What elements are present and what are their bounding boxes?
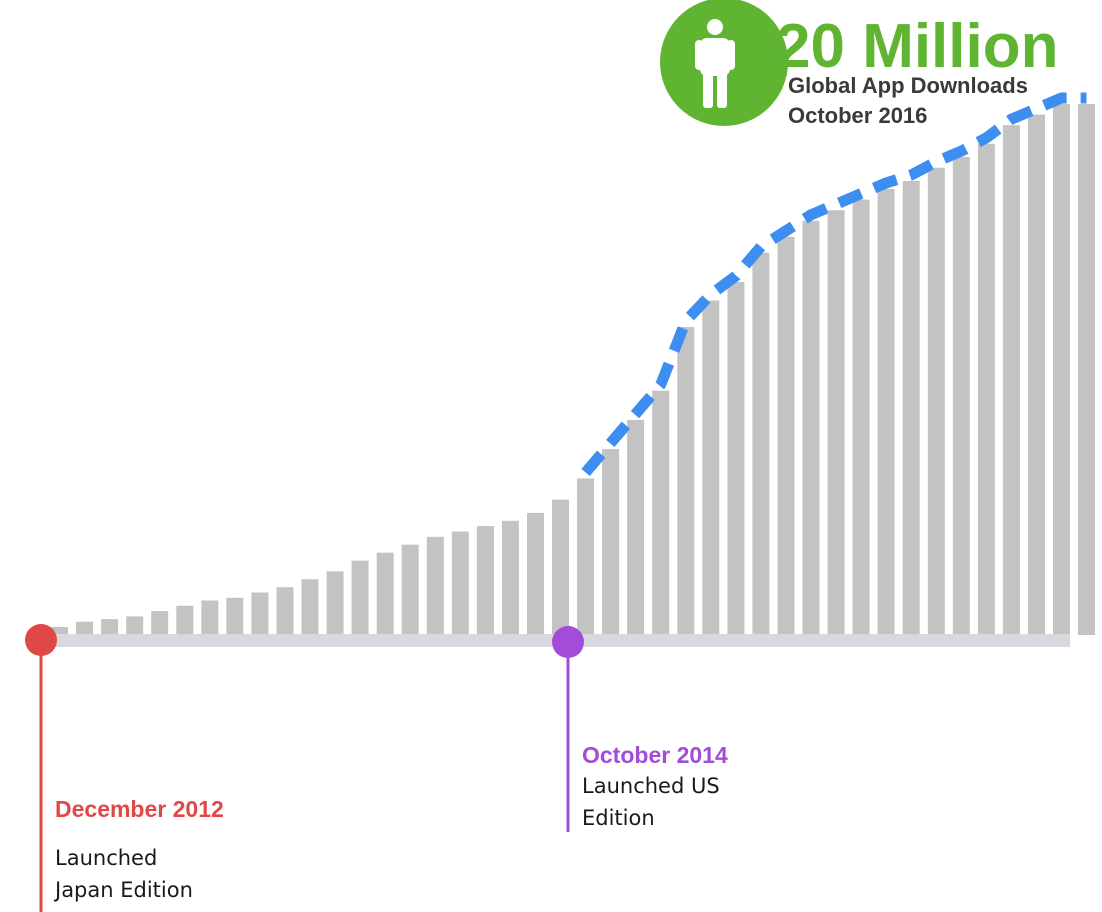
bar-24 — [627, 419, 645, 635]
milestone-desc-2: Launched US Edition — [582, 770, 720, 834]
bar-37 — [952, 157, 970, 635]
milestone-desc-1-line2: Japan Edition — [55, 878, 193, 902]
bar-14 — [376, 552, 394, 635]
bar-32 — [827, 210, 845, 635]
milestone-desc-2-line2: Edition — [582, 806, 655, 830]
bar-40 — [1028, 114, 1045, 636]
milestone-marker-december-2012 — [25, 624, 57, 656]
bar-30 — [777, 236, 795, 636]
bar-16 — [426, 536, 444, 635]
bar-12 — [326, 571, 344, 635]
bar-41 — [1053, 104, 1070, 635]
bar-2 — [76, 621, 93, 635]
bar-13 — [351, 560, 369, 635]
bar-1 — [51, 627, 68, 635]
bar-23 — [602, 449, 620, 635]
bar-25 — [652, 390, 670, 635]
milestone-desc-1-line1: Launched — [55, 846, 158, 870]
bar-34 — [877, 189, 895, 635]
bar-15 — [401, 544, 419, 635]
headline-badge — [660, 0, 788, 126]
bar-38 — [977, 143, 995, 636]
bar-29 — [752, 252, 770, 635]
bar-8 — [226, 597, 244, 635]
person-icon — [695, 19, 735, 108]
bar-11 — [301, 579, 319, 635]
bar-4 — [126, 616, 144, 635]
bar-19 — [501, 520, 519, 635]
bar-18 — [476, 526, 494, 635]
headline-date: October 2016 — [788, 103, 928, 128]
bar-5 — [151, 611, 169, 635]
bar-33 — [852, 199, 870, 635]
bar-26 — [677, 327, 695, 635]
milestone-desc-1: Launched Japan Edition — [55, 842, 193, 906]
milestone-date-1: December 2012 — [55, 796, 224, 822]
bar-36 — [927, 167, 945, 635]
bar-28 — [727, 281, 745, 635]
bar-42 — [1078, 104, 1095, 635]
bar-9 — [251, 592, 269, 635]
bar-20 — [527, 512, 544, 635]
bars-group — [51, 104, 1095, 636]
bar-7 — [201, 600, 219, 635]
bar-27 — [702, 300, 720, 635]
bar-6 — [176, 605, 194, 635]
bar-3 — [101, 619, 119, 635]
milestone-date-2: October 2014 — [582, 742, 728, 768]
bar-22 — [577, 478, 595, 635]
milestone-desc-2-line1: Launched US — [582, 774, 720, 798]
bar-35 — [902, 181, 920, 635]
bar-10 — [276, 587, 294, 635]
bar-31 — [802, 220, 820, 636]
bar-17 — [451, 531, 469, 635]
headline-caption: Global App Downloads — [788, 73, 1028, 98]
bar-39 — [1002, 125, 1020, 635]
bar-21 — [552, 499, 569, 635]
headline-value: 20 Million — [776, 12, 1059, 81]
milestone-marker-october-2014 — [552, 626, 584, 658]
